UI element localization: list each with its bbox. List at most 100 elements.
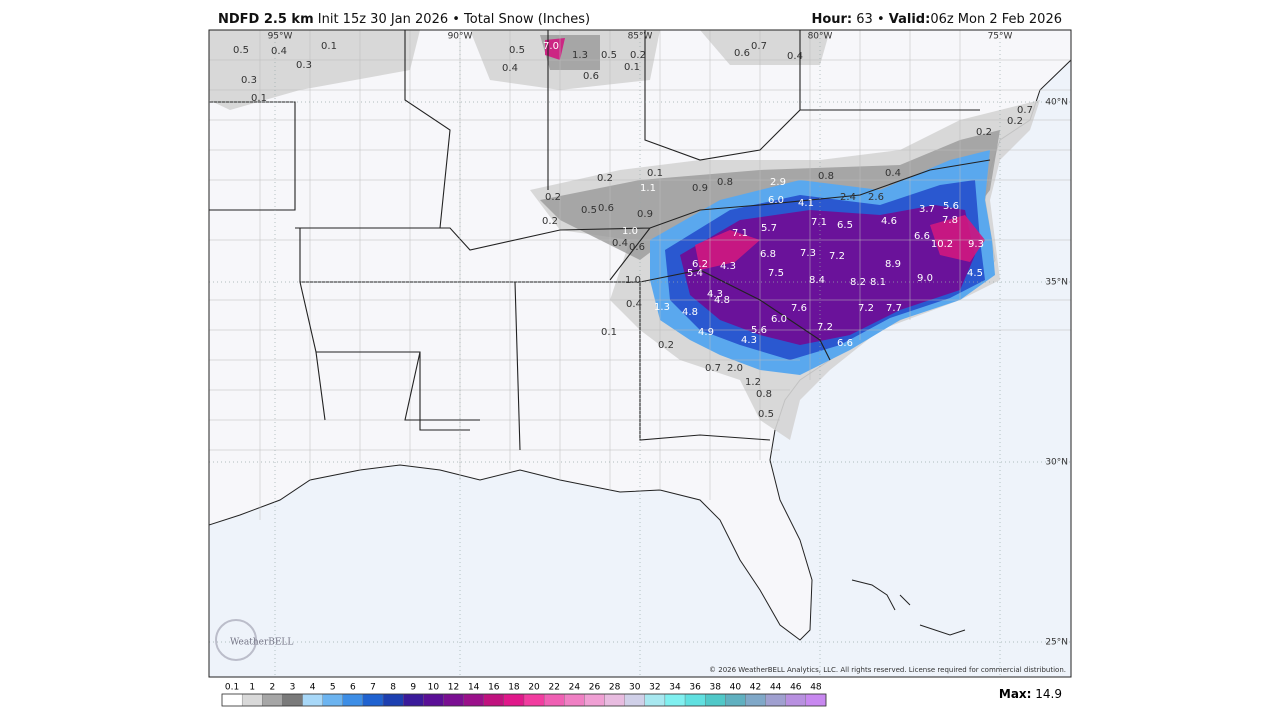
lon-label: 75°W — [988, 32, 1013, 42]
colorbar-tick-label: 20 — [528, 683, 540, 693]
snow-label: 0.1 — [251, 93, 267, 104]
max-label: Max: — [999, 687, 1032, 701]
colorbar-swatch — [564, 693, 585, 707]
valid: 06z Mon 2 Feb 2026 — [930, 12, 1062, 27]
lat-label: 25°N — [1045, 638, 1068, 648]
snow-label: 0.4 — [612, 238, 628, 249]
colorbar-tick-label: 5 — [330, 683, 336, 693]
colorbar-tick-label: 14 — [468, 683, 480, 693]
snow-label: 0.8 — [818, 171, 834, 182]
colorbar-tick-label: 48 — [810, 683, 822, 693]
colorbar-swatch — [423, 693, 444, 707]
colorbar-swatch — [805, 693, 827, 707]
snow-label: 10.2 — [931, 239, 953, 250]
snow-label: 7.0 — [543, 41, 559, 52]
colorbar-swatch — [705, 693, 726, 707]
snow-label: 0.2 — [597, 173, 613, 184]
snow-label: 0.3 — [241, 75, 257, 86]
colorbar-swatch — [664, 693, 686, 707]
snow-label: 0.9 — [692, 183, 708, 194]
snow-label: 6.8 — [760, 249, 776, 260]
colorbar-swatch — [221, 693, 243, 707]
colorbar-tick-label: 12 — [448, 683, 459, 693]
snow-label: 2.9 — [770, 177, 786, 188]
snow-label: 4.1 — [798, 198, 814, 209]
snow-label: 0.3 — [296, 60, 312, 71]
lat-label: 35°N — [1045, 278, 1068, 288]
snow-label: 1.3 — [572, 50, 588, 61]
snow-label: 1.0 — [622, 226, 638, 237]
snow-label: 0.6 — [734, 48, 750, 59]
snow-label: 7.2 — [817, 322, 833, 333]
snow-label: 0.5 — [581, 205, 597, 216]
snow-label: 2.0 — [727, 363, 743, 374]
colorbar-tick-label: 34 — [669, 683, 681, 693]
snow-label: 0.2 — [545, 192, 561, 203]
snow-label: 0.6 — [598, 203, 614, 214]
colorbar-tick-label: 16 — [488, 683, 500, 693]
snow-label: 7.5 — [768, 268, 784, 279]
snow-label: 4.9 — [698, 327, 714, 338]
logo-mark — [215, 619, 257, 661]
snow-label: 5.4 — [687, 268, 703, 279]
snow-label: 0.2 — [658, 340, 674, 351]
colorbar-tick-label: 10 — [428, 683, 440, 693]
snow-label: 0.4 — [787, 51, 803, 62]
snow-label: 4.8 — [682, 307, 698, 318]
init-info: Init 15z 30 Jan 2026 • Total Snow (Inche… — [318, 12, 590, 27]
colorbar-tick-label: 32 — [649, 683, 660, 693]
colorbar-swatch — [684, 693, 706, 707]
colorbar-tick-label: 28 — [609, 683, 621, 693]
snow-label: 0.1 — [647, 168, 663, 179]
snow-label: 0.8 — [717, 177, 733, 188]
colorbar-tick-label: 22 — [548, 683, 559, 693]
snow-label: 7.1 — [732, 228, 748, 239]
snow-label: 7.7 — [886, 303, 902, 314]
snow-label: 0.5 — [758, 409, 774, 420]
colorbar-swatch — [241, 693, 263, 707]
snow-label: 0.7 — [705, 363, 721, 374]
colorbar-tick-label: 38 — [710, 683, 722, 693]
header-left: NDFD 2.5 km Init 15z 30 Jan 2026 • Total… — [218, 12, 590, 27]
colorbar-tick-label: 26 — [589, 683, 601, 693]
snow-label: 0.9 — [637, 209, 653, 220]
colorbar-swatch — [282, 693, 303, 707]
hour: 63 • — [856, 12, 884, 27]
snow-label: 8.2 — [850, 277, 866, 288]
lat-label: 40°N — [1045, 98, 1068, 108]
snow-label: 4.8 — [714, 295, 730, 306]
colorbar-tick-label: 1 — [249, 683, 255, 693]
copyright: © 2026 WeatherBELL Analytics, LLC. All r… — [709, 666, 1066, 674]
logo: WeatherBELL — [230, 638, 293, 648]
snow-label: 1.2 — [745, 377, 761, 388]
snow-label: 7.1 — [811, 217, 827, 228]
map: 95°W 90°W 85°W 80°W 75°W 40°N 35°N 30°N … — [209, 30, 1071, 677]
colorbar-swatch — [745, 693, 766, 707]
graticule — [209, 30, 1071, 677]
colorbar-tick-label: 2 — [269, 683, 275, 693]
colorbar-tick-label: 40 — [730, 683, 742, 693]
model: NDFD 2.5 km — [218, 12, 314, 27]
lon-label: 90°W — [448, 32, 473, 42]
colorbar-swatch — [362, 693, 384, 707]
colorbar-tick-label: 18 — [508, 683, 520, 693]
colorbar-swatch — [624, 693, 645, 707]
snow-label: 0.7 — [751, 41, 767, 52]
snow-label: 4.6 — [881, 216, 897, 227]
colorbar-swatch — [584, 693, 605, 707]
colorbar-tick-label: 46 — [790, 683, 802, 693]
lon-label: 85°W — [628, 32, 653, 42]
snow-label: 4.5 — [967, 268, 983, 279]
snow-label: 2.6 — [868, 192, 884, 203]
snow-label: 6.5 — [837, 220, 853, 231]
snow-label: 6.0 — [768, 195, 784, 206]
snow-label: 6.6 — [837, 338, 853, 349]
max-info: Max: 14.9 — [999, 687, 1062, 701]
colorbar-tick-label: 7 — [370, 683, 376, 693]
colorbar-tick-label: 0.1 — [225, 683, 239, 693]
snow-label: 7.2 — [829, 251, 845, 262]
colorbar-swatch — [604, 693, 625, 707]
colorbar-swatch — [382, 693, 404, 707]
